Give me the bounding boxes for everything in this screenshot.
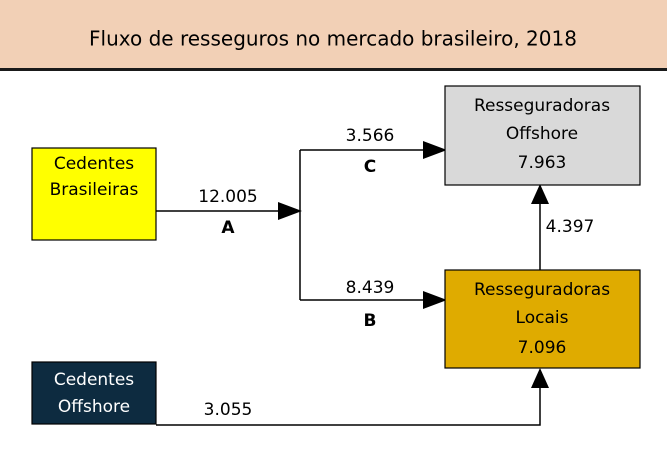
node-box bbox=[444, 85, 641, 186]
arrow bbox=[531, 184, 549, 204]
edge-offshore-local bbox=[156, 370, 541, 426]
title: Fluxo de resseguros no mercado brasileir… bbox=[89, 27, 577, 51]
node-box bbox=[31, 361, 157, 425]
edge-letter: C bbox=[364, 157, 376, 177]
node-label: Offshore bbox=[506, 124, 578, 144]
node-value: 7.963 bbox=[518, 153, 567, 173]
edge-letter: A bbox=[221, 218, 235, 238]
node-label: Resseguradoras bbox=[474, 280, 610, 300]
node-label: Offshore bbox=[58, 397, 130, 417]
edge-value: 4.397 bbox=[546, 217, 595, 237]
node-label: Locais bbox=[516, 308, 569, 328]
edge-value: 8.439 bbox=[346, 278, 395, 298]
arrow bbox=[423, 141, 447, 159]
node-value: 7.096 bbox=[518, 338, 567, 358]
node-label: Resseguradoras bbox=[474, 96, 610, 116]
arrow bbox=[531, 368, 549, 388]
node-label: Cedentes bbox=[54, 154, 134, 174]
header-rule bbox=[0, 68, 667, 71]
edge-value: 3.055 bbox=[204, 400, 253, 420]
arrow bbox=[423, 291, 447, 309]
node-label: Brasileiras bbox=[50, 180, 139, 200]
header-band bbox=[0, 0, 667, 68]
node-box bbox=[31, 147, 157, 241]
edge-value: 3.566 bbox=[346, 126, 395, 146]
edge-letter: B bbox=[364, 311, 377, 331]
node-box bbox=[444, 269, 641, 369]
edge-value: 12.005 bbox=[198, 187, 257, 207]
node-label: Cedentes bbox=[54, 370, 134, 390]
arrow bbox=[278, 202, 302, 220]
